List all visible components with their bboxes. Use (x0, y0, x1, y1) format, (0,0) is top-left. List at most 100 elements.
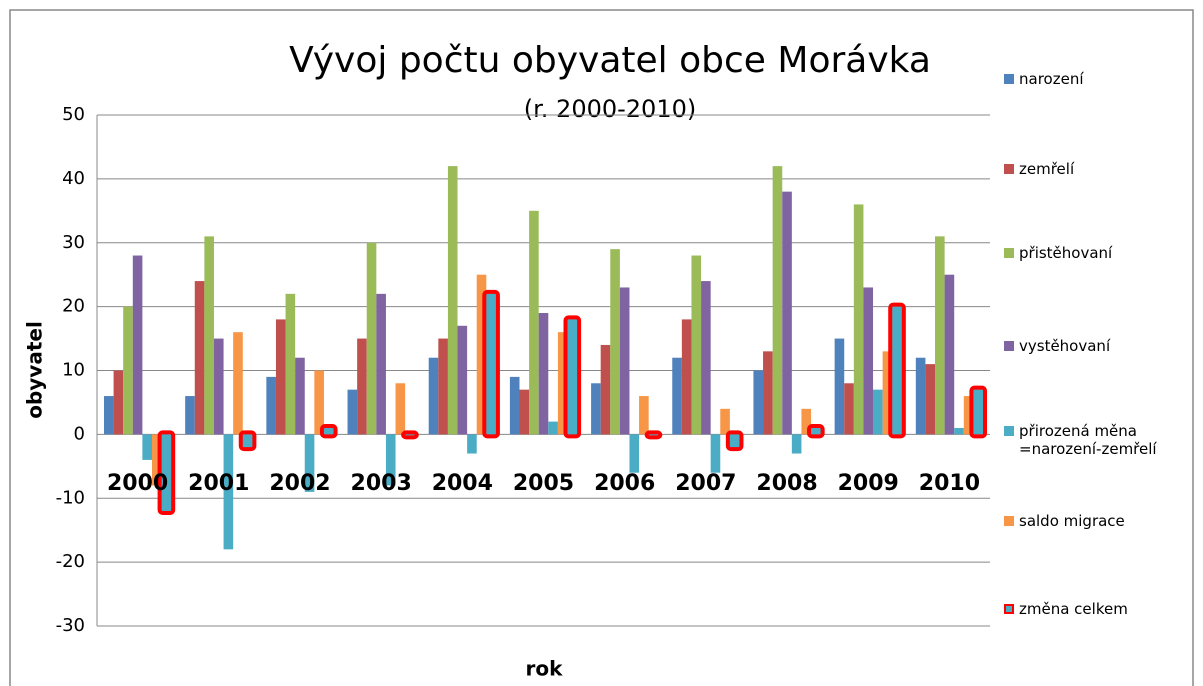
legend-item: přirozená měna =narození-zemřelí (1004, 422, 1194, 458)
y-tick-label: 10 (62, 360, 85, 381)
bar (467, 434, 477, 454)
x-tick-label: 2009 (838, 471, 899, 496)
bar (782, 191, 792, 435)
bar (376, 293, 386, 435)
bar (395, 383, 406, 435)
x-tick-label: 2001 (188, 471, 249, 496)
bar (888, 302, 906, 439)
chart-subtitle: (r. 2000-2010) (524, 95, 696, 123)
y-tick-label: 50 (62, 104, 85, 125)
bar (619, 287, 630, 435)
bar (710, 434, 721, 473)
legend-swatch (1004, 248, 1014, 258)
legend-label: změna celkem (1019, 600, 1128, 618)
bar (563, 315, 582, 439)
bar (401, 430, 419, 440)
chart-border (9, 9, 1194, 686)
y-tick-label: 20 (62, 296, 85, 317)
legend-label: saldo migrace (1019, 512, 1125, 530)
bar (963, 396, 974, 435)
bar (791, 434, 802, 454)
chart-title: Vývoj počtu obyvatel obce Morávka (289, 40, 931, 81)
bar (863, 287, 874, 435)
x-tick-label: 2010 (919, 471, 980, 496)
bar (204, 236, 214, 435)
bar (672, 357, 682, 435)
y-tick-label: 30 (62, 232, 85, 253)
bar (482, 289, 500, 439)
bar (935, 236, 945, 435)
bar (194, 281, 205, 435)
legend-label: přistěhovaní (1019, 244, 1113, 262)
legend-item: zemřelí (1004, 160, 1194, 178)
y-tick-label: -10 (56, 487, 85, 508)
bar (763, 351, 773, 435)
legend-swatch (1004, 74, 1014, 84)
bar (266, 376, 276, 435)
bar (304, 434, 315, 492)
bar (509, 376, 520, 435)
bar (925, 364, 936, 435)
bar (529, 210, 539, 435)
bar (725, 430, 744, 452)
bar (807, 423, 825, 439)
x-axis-label: rok (526, 657, 564, 681)
legend-item: saldo migrace (1004, 512, 1194, 530)
bar (610, 249, 620, 435)
bar (123, 306, 133, 435)
y-tick-label: -30 (56, 615, 85, 636)
bar (873, 389, 883, 435)
legend-swatch (1004, 426, 1014, 436)
bar (600, 344, 611, 435)
x-tick-label: 2008 (756, 471, 817, 496)
bar (366, 242, 377, 435)
bar (113, 370, 124, 435)
bar (639, 396, 649, 435)
x-tick-label: 2002 (269, 471, 330, 496)
bar (954, 427, 964, 435)
bar (213, 338, 224, 435)
bar (103, 396, 114, 435)
legend-swatch (1004, 516, 1014, 526)
bar (548, 421, 558, 435)
bar (944, 274, 955, 435)
legend-label: zemřelí (1019, 160, 1075, 178)
bar (681, 319, 692, 435)
legend-item: vystěhovaní (1004, 337, 1194, 355)
bar (882, 351, 893, 435)
bar (801, 408, 812, 435)
legend-item: změna celkem (1004, 600, 1194, 618)
x-tick-label: 2000 (107, 471, 168, 496)
x-tick-label: 2003 (351, 471, 412, 496)
bar (233, 332, 243, 435)
legend-item: přistěhovaní (1004, 244, 1194, 262)
bar (185, 396, 195, 435)
bar (591, 383, 601, 435)
bar (151, 434, 162, 486)
bar (295, 357, 305, 435)
bar (457, 325, 468, 435)
x-tick-label: 2004 (432, 471, 493, 496)
bar (223, 434, 234, 550)
y-axis-label: obyvatel (23, 321, 47, 419)
legend-label: narození (1019, 70, 1084, 88)
bar (853, 204, 864, 435)
bar (319, 423, 338, 439)
x-tick-label: 2007 (675, 471, 736, 496)
bar (519, 389, 530, 435)
bar (385, 434, 396, 486)
legend-swatch (1004, 164, 1014, 174)
bar (701, 281, 711, 435)
bar (915, 357, 926, 435)
bar (557, 332, 568, 435)
bar (538, 313, 549, 435)
bar (428, 357, 439, 435)
legend-label: vystěhovaní (1019, 337, 1111, 355)
x-tick-label: 2005 (513, 471, 574, 496)
bar (142, 434, 152, 460)
bar (132, 255, 143, 435)
bar (157, 430, 176, 516)
bar (834, 338, 845, 435)
